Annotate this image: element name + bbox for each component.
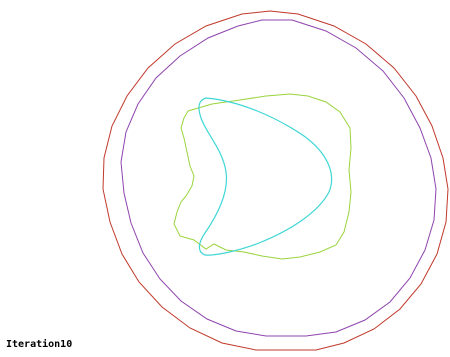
- outer-circle: [102, 10, 449, 351]
- green-contour: [173, 93, 352, 260]
- middle-circle: [120, 19, 437, 337]
- cyan-contour: [198, 97, 333, 256]
- iteration-label: Iteration10: [6, 339, 73, 350]
